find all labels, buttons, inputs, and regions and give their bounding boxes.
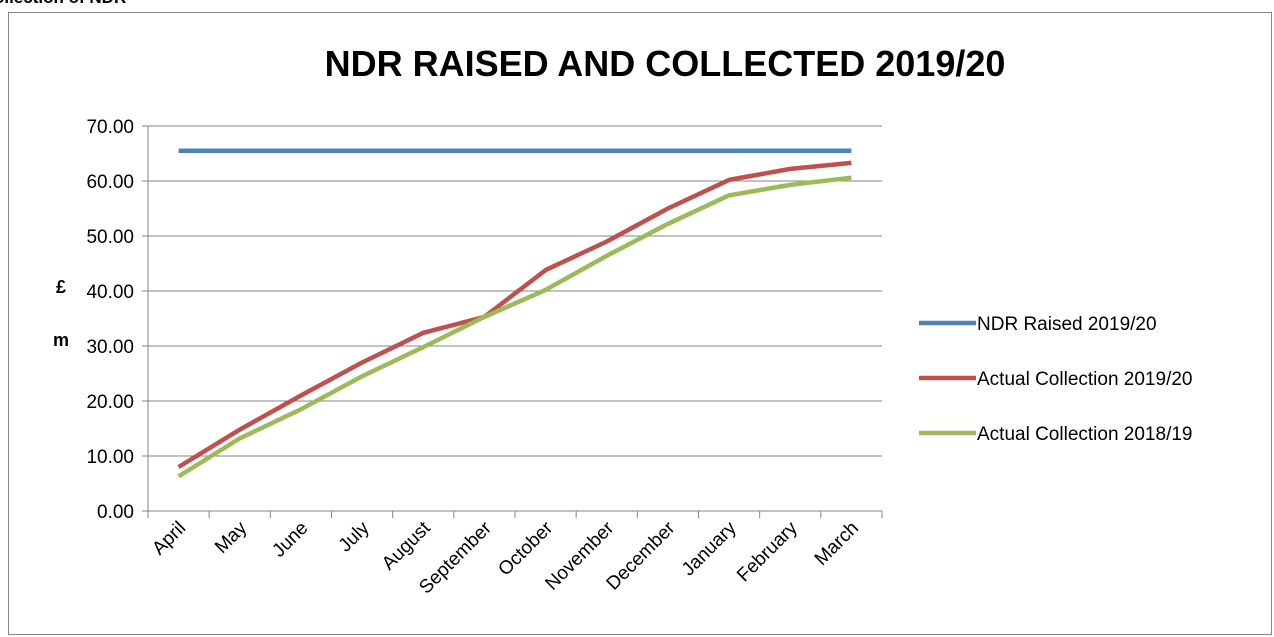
x-tick-label: March — [811, 518, 863, 570]
x-tick-label: August — [378, 517, 435, 574]
y-tick-label: 20.00 — [86, 392, 134, 413]
x-tick-label: May — [211, 517, 252, 558]
y-tick-label: 0.00 — [97, 502, 134, 523]
x-tick-label: October — [494, 517, 557, 580]
y-tick-label: 60.00 — [86, 172, 134, 193]
legend-label: NDR Raised 2019/20 — [977, 314, 1157, 335]
y-tick-label: 40.00 — [86, 282, 134, 303]
section-heading: ollection of NDR — [0, 0, 126, 8]
x-tick-label: July — [335, 517, 374, 556]
x-tick-label: April — [148, 518, 190, 560]
series-line-2 — [177, 175, 852, 479]
x-tick-label: June — [268, 518, 312, 562]
y-tick-label: 50.00 — [86, 227, 134, 248]
chart-title: NDR RAISED AND COLLECTED 2019/20 — [325, 43, 1006, 84]
x-tick-label: January — [678, 517, 741, 580]
line-chart: NDR RAISED AND COLLECTED 2019/20 0.00 10.… — [53, 43, 1192, 598]
legend-label: Actual Collection 2019/20 — [977, 369, 1192, 390]
y-tick-label: 30.00 — [86, 337, 134, 358]
y-tick-label: 70.00 — [86, 117, 134, 138]
y-axis-label: £ — [56, 277, 66, 297]
chart-container: NDR RAISED AND COLLECTED 2019/20 0.00 10.… — [8, 12, 1272, 635]
series-line-1 — [177, 160, 852, 469]
legend-label: Actual Collection 2018/19 — [977, 424, 1192, 445]
y-tick-label: 10.00 — [86, 447, 134, 468]
y-axis-label: m — [53, 330, 69, 350]
x-tick-label: February — [733, 517, 802, 586]
